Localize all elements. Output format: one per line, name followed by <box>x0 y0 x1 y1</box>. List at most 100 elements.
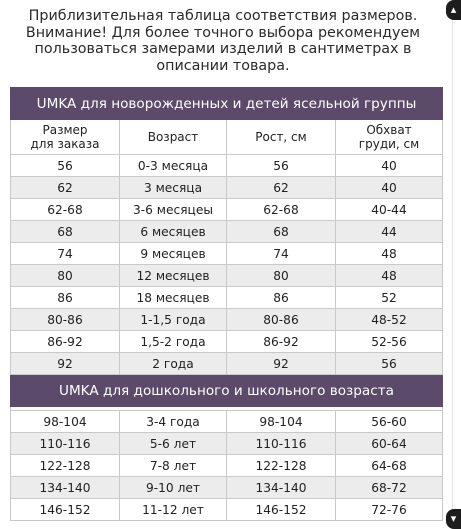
table-cell: 48-52 <box>335 308 443 331</box>
table-row: 86-92 1,5-2 года 86-92 52-56 <box>10 330 443 353</box>
scroll-down-icon[interactable]: ▾ <box>446 509 461 529</box>
table-row: 86 18 месяцев 86 52 <box>10 286 443 309</box>
table-cell: 18 месяцев <box>119 286 227 309</box>
column-header-line: Размер <box>42 123 88 137</box>
table-cell: 74 <box>226 242 336 265</box>
table-cell: 44 <box>335 220 443 243</box>
table-row: 56 0-3 месяца 56 40 <box>10 154 443 177</box>
column-header-line: Возраст <box>147 130 199 144</box>
table-cell: 60-64 <box>335 432 443 455</box>
table-cell: 80 <box>10 264 120 287</box>
table-cell: 62 <box>226 176 336 199</box>
table-row: 98-104 3-4 года 98-104 56-60 <box>10 410 443 433</box>
size-chart-notice: Приблизительная таблица соответствия раз… <box>14 8 432 74</box>
table-cell: 9-10 лет <box>119 476 227 499</box>
table-cell: 62-68 <box>226 198 336 221</box>
table-cell: 134-140 <box>10 476 120 499</box>
table-cell: 72-76 <box>335 498 443 521</box>
size-chart: UMKA для новорожденных и детей ясельной … <box>10 87 443 521</box>
table-cell: 56 <box>226 154 336 177</box>
table-cell: 0-3 месяца <box>119 154 227 177</box>
scrollbar-track[interactable] <box>452 20 453 509</box>
table-row: 74 9 месяцев 74 48 <box>10 242 443 265</box>
table-cell: 122-128 <box>10 454 120 477</box>
table-row: 122-128 7-8 лет 122-128 64-68 <box>10 454 443 477</box>
table-cell: 5-6 лет <box>119 432 227 455</box>
table-cell: 3-4 года <box>119 410 227 433</box>
table-cell: 56-60 <box>335 410 443 433</box>
table-cell: 40 <box>335 176 443 199</box>
table-cell: 62-68 <box>10 198 120 221</box>
notice-line: Приблизительная таблица соответствия раз… <box>28 8 418 24</box>
table-cell: 110-116 <box>10 432 120 455</box>
table-cell: 48 <box>335 242 443 265</box>
notice-line: описании товара. <box>156 57 290 74</box>
table-row: 68 6 месяцев 68 44 <box>10 220 443 243</box>
table-cell: 1,5-2 года <box>119 330 227 353</box>
table-row: 62-68 3-6 месяцеы 62-68 40-44 <box>10 198 443 221</box>
scroll-up-icon[interactable]: ▴ <box>446 0 461 20</box>
table-cell: 11-12 лет <box>119 498 227 521</box>
table-cell: 80-86 <box>10 308 120 331</box>
table-cell: 146-152 <box>10 498 120 521</box>
table-row: 62 3 месяца 62 40 <box>10 176 443 199</box>
section-band-school: UMKA для дошкольного и школьного возраст… <box>10 374 443 407</box>
column-header: Обхват груди, см <box>335 119 443 155</box>
column-header: Размер для заказа <box>10 119 120 155</box>
notice-line: Внимание! Для более точного выбора реком… <box>25 24 421 41</box>
table-row: 80-86 1-1,5 года 80-86 48-52 <box>10 308 443 331</box>
table-cell: 68 <box>226 220 336 243</box>
table-row: 92 2 года 92 56 <box>10 352 443 375</box>
table-cell: 86 <box>10 286 120 309</box>
table-cell: 56 <box>335 352 443 375</box>
table-cell: 86-92 <box>226 330 336 353</box>
table-cell: 9 месяцев <box>119 242 227 265</box>
table-cell: 1-1,5 года <box>119 308 227 331</box>
table-row: 134-140 9-10 лет 134-140 68-72 <box>10 476 443 499</box>
table-cell: 146-152 <box>226 498 336 521</box>
table-cell: 80 <box>226 264 336 287</box>
table-cell: 92 <box>10 352 120 375</box>
table-cell: 2 года <box>119 352 227 375</box>
section-band-infant: UMKA для новорожденных и детей ясельной … <box>10 87 443 120</box>
table-cell: 40 <box>335 154 443 177</box>
table-cell: 86 <box>226 286 336 309</box>
section-band-school-title: UMKA для дошкольного и школьного возраст… <box>10 374 443 407</box>
table-cell: 122-128 <box>226 454 336 477</box>
table-cell: 80-86 <box>226 308 336 331</box>
table-cell: 52-56 <box>335 330 443 353</box>
notice-line: пользоваться замерами изделий в сантимет… <box>34 41 412 57</box>
column-header: Рост, см <box>226 119 336 155</box>
table-row: 146-152 11-12 лет 146-152 72-76 <box>10 498 443 521</box>
table-cell: 92 <box>226 352 336 375</box>
table-cell: 6 месяцев <box>119 220 227 243</box>
table-row: 80 12 месяцев 80 48 <box>10 264 443 287</box>
column-header-line: груди, см <box>358 137 420 151</box>
table-cell: 134-140 <box>226 476 336 499</box>
size-table: UMKA для новорожденных и детей ясельной … <box>10 87 443 521</box>
table-cell: 12 месяцев <box>119 264 227 287</box>
column-header-line: для заказа <box>30 137 100 151</box>
table-cell: 74 <box>10 242 120 265</box>
column-header-row: Размер для заказа Возраст Рост, см Обхват гру… <box>10 119 443 155</box>
table-cell: 98-104 <box>10 410 120 433</box>
table-cell: 48 <box>335 264 443 287</box>
section-band-infant-title: UMKA для новорожденных и детей ясельной … <box>10 87 443 120</box>
column-header-line: Обхват <box>366 123 412 137</box>
table-row: 110-116 5-6 лет 110-116 60-64 <box>10 432 443 455</box>
table-cell: 40-44 <box>335 198 443 221</box>
table-cell: 68 <box>10 220 120 243</box>
table-cell: 86-92 <box>10 330 120 353</box>
column-header-line: Рост, см <box>255 130 307 144</box>
table-cell: 64-68 <box>335 454 443 477</box>
table-cell: 68-72 <box>335 476 443 499</box>
table-cell: 62 <box>10 176 120 199</box>
table-cell: 7-8 лет <box>119 454 227 477</box>
table-cell: 3-6 месяцеы <box>119 198 227 221</box>
table-cell: 98-104 <box>226 410 336 433</box>
table-cell: 56 <box>10 154 120 177</box>
table-cell: 110-116 <box>226 432 336 455</box>
table-cell: 52 <box>335 286 443 309</box>
table-cell: 3 месяца <box>119 176 227 199</box>
column-header: Возраст <box>119 119 227 155</box>
